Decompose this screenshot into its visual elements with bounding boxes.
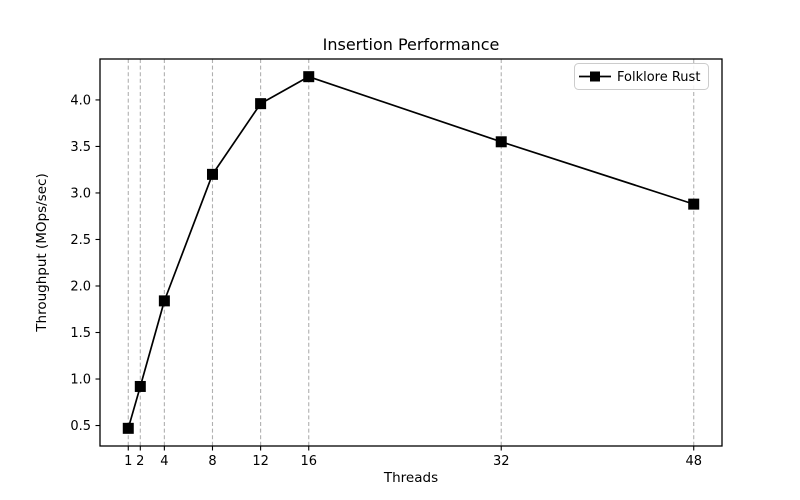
axes-layer: 1 2 4 8 12 16 32 480.51.01.52.02.53.03.54.0 <box>70 93 702 469</box>
y-tick-label: 0.5 <box>70 419 91 434</box>
data-point-marker <box>158 295 170 307</box>
series-line <box>127 75 694 429</box>
y-tick-label: 2.5 <box>70 233 91 248</box>
y-tick-label: 3.5 <box>70 140 91 155</box>
y-tick-label: 3.0 <box>70 186 91 201</box>
legend: Folklore Rust <box>574 63 709 90</box>
x-tick-label: 32 <box>493 454 510 469</box>
data-point-marker <box>688 198 700 210</box>
data-point-marker <box>122 422 134 434</box>
legend-box <box>574 63 709 90</box>
x-tick-label: 16 <box>300 454 317 469</box>
data-point-marker <box>303 71 315 83</box>
legend-label: Folklore Rust <box>617 70 700 85</box>
x-tick-label: 1 <box>124 454 132 469</box>
legend-square-marker-icon <box>590 71 600 82</box>
y-tick-label: 2.0 <box>70 279 91 294</box>
x-tick-label: 4 <box>160 454 168 469</box>
gridlines <box>127 59 695 446</box>
x-tick-label: 12 <box>252 454 269 469</box>
data-point-marker <box>206 168 218 180</box>
data-point-marker <box>495 136 507 148</box>
data-point-marker <box>255 98 267 110</box>
x-tick-label: 2 <box>136 454 144 469</box>
y-tick-label: 1.0 <box>70 373 91 388</box>
x-axis-label: Threads <box>383 470 438 486</box>
chart-title: Insertion Performance <box>323 35 500 54</box>
y-tick-label: 1.5 <box>70 326 91 341</box>
plot-border <box>99 58 723 447</box>
x-tick-label: 8 <box>208 454 216 469</box>
y-tick-label: 4.0 <box>70 93 91 108</box>
data-point-marker <box>134 380 146 392</box>
series-layer <box>122 71 700 434</box>
y-axis-label: Throughput (MOps/sec) <box>34 173 50 332</box>
x-tick-label: 48 <box>685 454 702 469</box>
